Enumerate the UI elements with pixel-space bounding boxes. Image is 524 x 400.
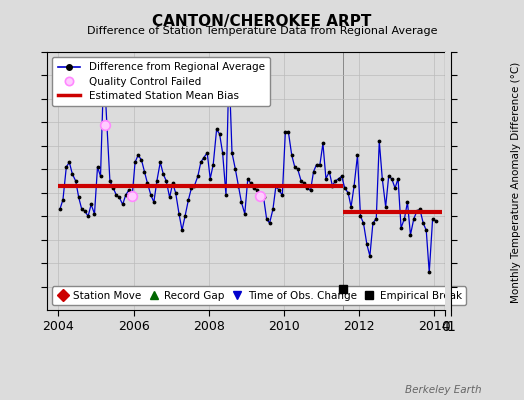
Text: Difference of Station Temperature Data from Regional Average: Difference of Station Temperature Data f… bbox=[87, 26, 437, 36]
Text: CANTON/CHEROKEE ARPT: CANTON/CHEROKEE ARPT bbox=[152, 14, 372, 29]
Text: Monthly Temperature Anomaly Difference (°C): Monthly Temperature Anomaly Difference (… bbox=[511, 61, 521, 303]
Text: Berkeley Earth: Berkeley Earth bbox=[406, 385, 482, 395]
Legend: Station Move, Record Gap, Time of Obs. Change, Empirical Break: Station Move, Record Gap, Time of Obs. C… bbox=[52, 286, 466, 305]
